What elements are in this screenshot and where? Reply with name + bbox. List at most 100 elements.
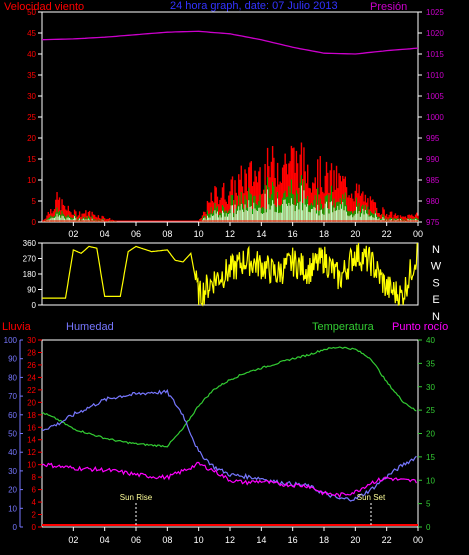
y-tick-label: 35 (27, 71, 36, 80)
dewpoint-line (41, 461, 417, 499)
rain-tick-label: 0 (32, 523, 37, 532)
rain-tick-label: 30 (27, 336, 36, 345)
y-tick-label: 0 (32, 218, 37, 227)
direction-tick-label: 0 (32, 301, 37, 310)
compass-label: W (431, 261, 442, 273)
y-tick-label: 40 (27, 50, 36, 59)
x-tick-label: 14 (256, 535, 266, 545)
chart-title: 24 hora graph, date: 07 Julio 2013 (170, 0, 338, 12)
x-tick-label: 18 (319, 535, 329, 545)
x-tick-label: 22 (382, 535, 392, 545)
x-tick-label: 06 (131, 229, 141, 239)
humidity-tick-label: 40 (8, 448, 17, 457)
wind-speed-label: Velocidad viento (4, 1, 84, 13)
y-tick-label: 15 (27, 155, 36, 164)
y2-tick-label: 975 (426, 218, 440, 227)
sunset-label: Sun Set (357, 493, 386, 502)
sunrise-label: Sun Rise (120, 493, 153, 502)
rain-tick-label: 22 (27, 386, 36, 395)
y2-tick-label: 1005 (426, 92, 444, 101)
y2-tick-label: 990 (426, 155, 440, 164)
direction-tick-label: 90 (27, 286, 36, 295)
humidity-tick-label: 100 (4, 336, 18, 345)
x-tick-label: 02 (68, 229, 78, 239)
humidity-tick-label: 30 (8, 467, 17, 476)
temp-tick-label: 20 (426, 430, 435, 439)
rain-tick-label: 8 (32, 473, 37, 482)
x-tick-label: 14 (256, 229, 266, 239)
direction-line (42, 242, 418, 307)
humidity-tick-label: 80 (8, 373, 17, 382)
x-tick-label: 10 (194, 535, 204, 545)
rain-tick-label: 20 (27, 398, 36, 407)
dewpoint-label: Punto rocío (392, 321, 448, 333)
wind-pressure-panel: 0510152025303540455097598098599099510001… (27, 8, 444, 239)
x-tick-label: 08 (162, 229, 172, 239)
humidity-tick-label: 70 (8, 392, 17, 401)
humidity-label: Humedad (66, 321, 114, 333)
y2-tick-label: 1025 (426, 8, 444, 17)
rain-tick-label: 14 (27, 436, 36, 445)
y2-tick-label: 985 (426, 176, 440, 185)
x-tick-label: 10 (194, 229, 204, 239)
compass-label: S (432, 277, 439, 289)
pressure-line (41, 30, 419, 55)
y2-tick-label: 1010 (426, 71, 444, 80)
x-tick-label: 02 (68, 535, 78, 545)
temperature-line (41, 346, 417, 448)
temp-tick-label: 15 (426, 453, 435, 462)
x-tick-label: 18 (319, 229, 329, 239)
rain-tick-label: 16 (27, 423, 36, 432)
humidity-tick-label: 60 (8, 411, 17, 420)
x-tick-label: 04 (100, 229, 110, 239)
x-tick-label: 06 (131, 535, 141, 545)
y-tick-label: 20 (27, 134, 36, 143)
y2-tick-label: 980 (426, 197, 440, 206)
humidity-line (41, 388, 417, 502)
y2-tick-label: 1000 (426, 113, 444, 122)
temperature-label: Temperatura (312, 321, 375, 333)
y-tick-label: 5 (32, 197, 37, 206)
rain-tick-label: 18 (27, 411, 36, 420)
temp-tick-label: 5 (426, 500, 431, 509)
y2-tick-label: 1015 (426, 50, 444, 59)
x-tick-label: 12 (225, 229, 235, 239)
x-tick-label: 16 (288, 229, 298, 239)
pressure-label: Presión (370, 1, 407, 13)
rain-tick-label: 24 (27, 373, 36, 382)
y2-tick-label: 1020 (426, 29, 444, 38)
humidity-tick-label: 90 (8, 355, 17, 364)
rain-tick-label: 4 (32, 498, 37, 507)
temp-tick-label: 35 (426, 359, 435, 368)
rain-tick-label: 10 (27, 461, 36, 470)
humidity-tick-label: 0 (13, 523, 18, 532)
x-tick-label: 12 (225, 535, 235, 545)
y2-tick-label: 995 (426, 134, 440, 143)
direction-tick-label: 270 (23, 255, 37, 264)
rain-tick-label: 2 (32, 511, 37, 520)
x-tick-label: 00 (413, 229, 423, 239)
rain-label: Lluvia (2, 321, 32, 333)
humidity-tick-label: 50 (8, 430, 17, 439)
y-tick-label: 30 (27, 92, 36, 101)
y-tick-label: 50 (27, 8, 36, 17)
temp-tick-label: 10 (426, 476, 435, 485)
x-tick-label: 04 (100, 535, 110, 545)
y-tick-label: 10 (27, 176, 36, 185)
temp-tick-label: 40 (426, 336, 435, 345)
temp-tick-label: 0 (426, 523, 431, 532)
x-tick-label: 20 (350, 229, 360, 239)
humidity-tick-label: 10 (8, 504, 17, 513)
temp-tick-label: 25 (426, 406, 435, 415)
x-tick-label: 20 (350, 535, 360, 545)
rain-tick-label: 28 (27, 348, 36, 357)
x-tick-label: 00 (413, 535, 423, 545)
compass-label: E (432, 294, 439, 306)
x-tick-label: 22 (382, 229, 392, 239)
direction-tick-label: 180 (23, 270, 37, 279)
temp-tick-label: 30 (426, 383, 435, 392)
rain-tick-label: 26 (27, 361, 36, 370)
x-tick-label: 16 (288, 535, 298, 545)
